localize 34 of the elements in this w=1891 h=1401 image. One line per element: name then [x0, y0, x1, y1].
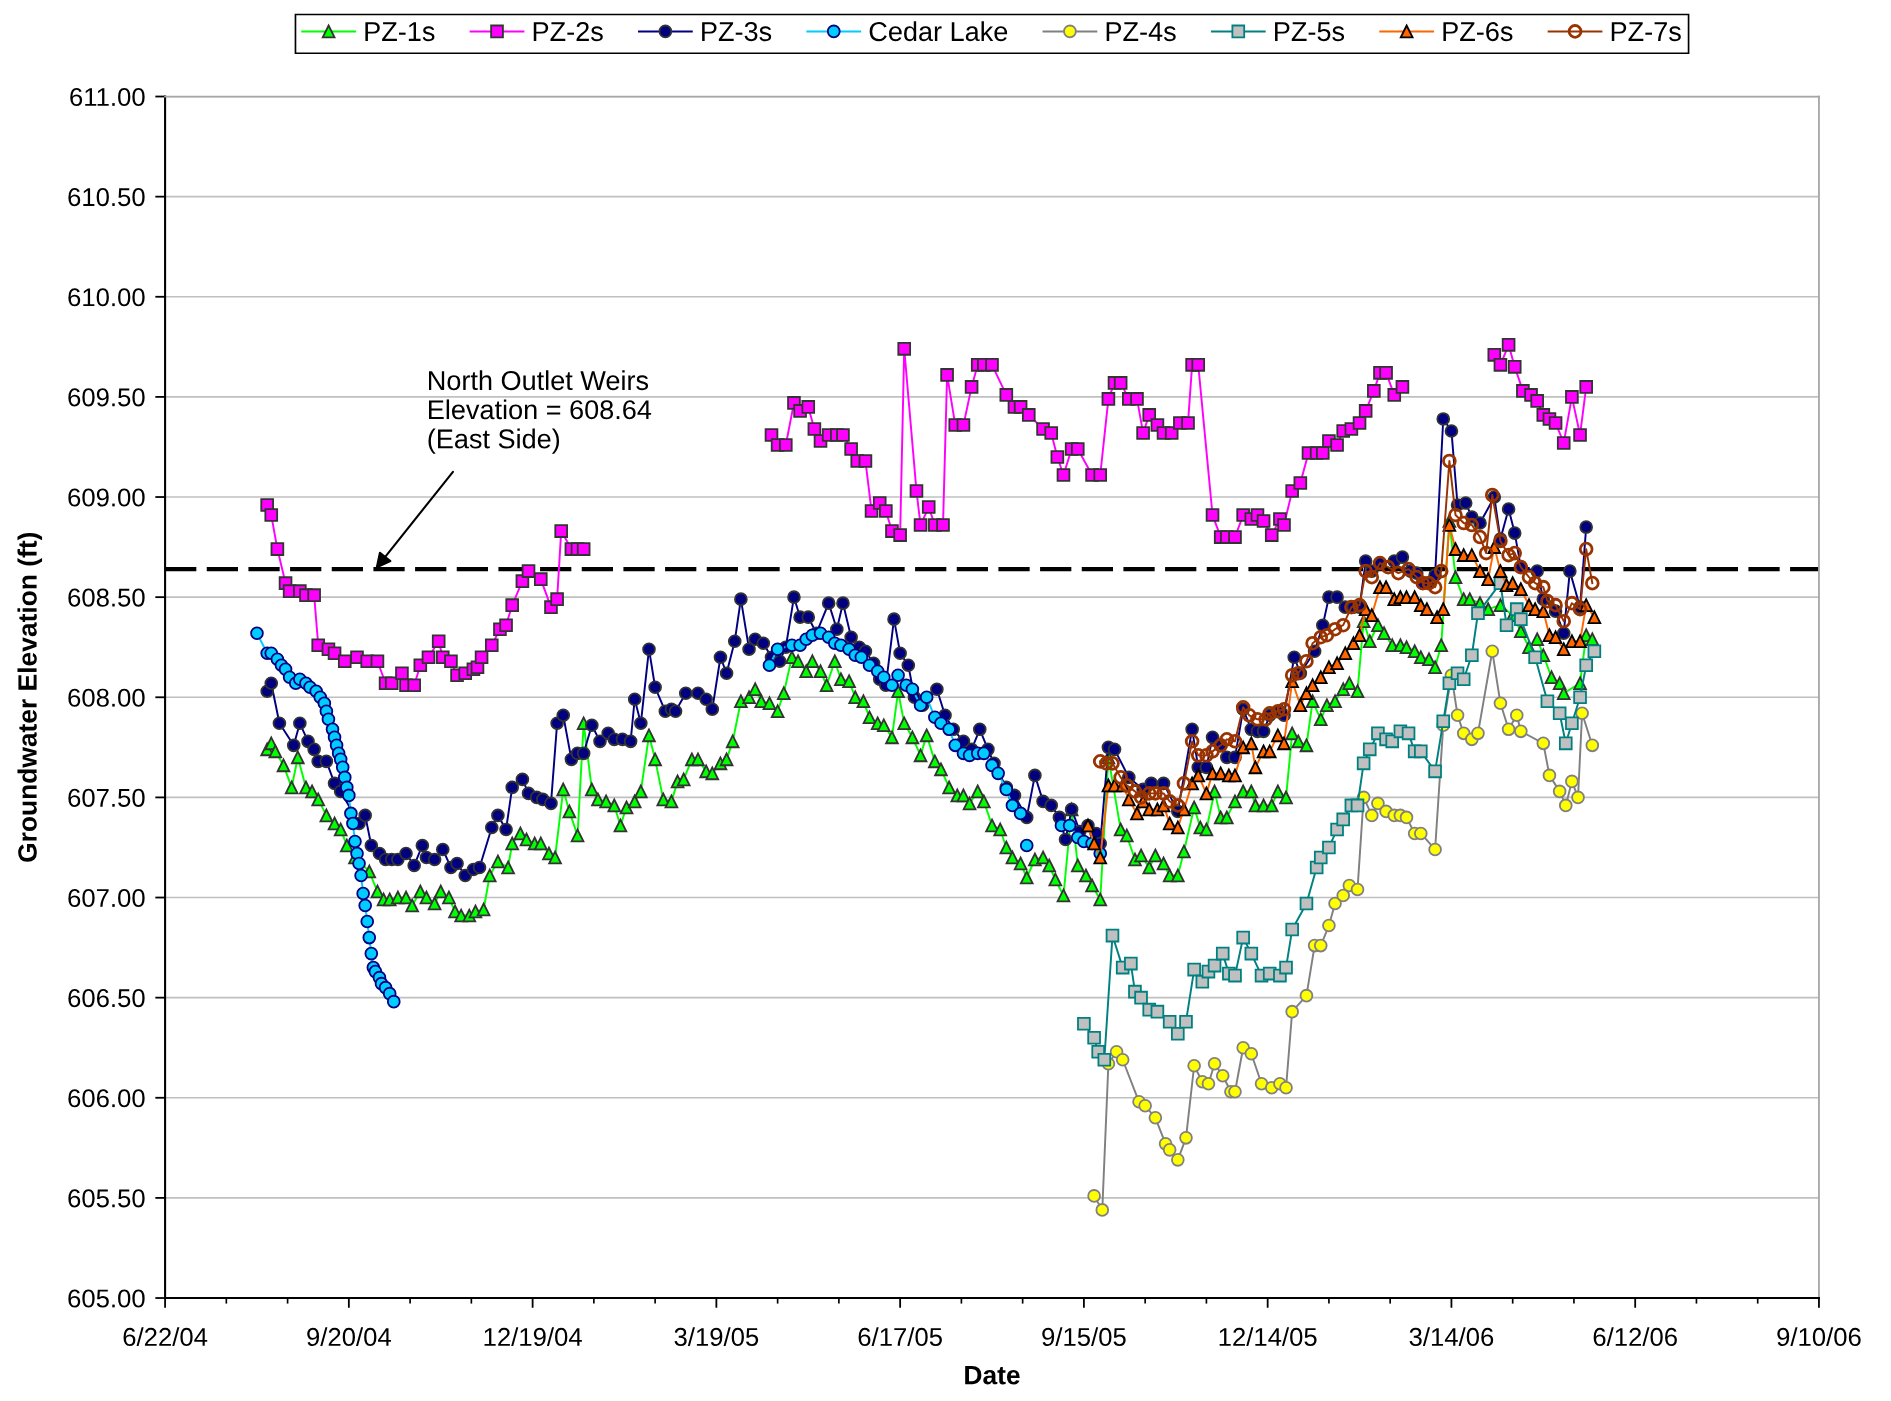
y-axis-title: Groundwater Elevation (ft): [17, 532, 43, 862]
y-tick-label: 608.00: [68, 688, 145, 707]
y-tick-label: 610.50: [68, 188, 145, 207]
legend-label: PZ-4s: [1106, 22, 1176, 42]
y-tick-label: 606.50: [68, 989, 145, 1008]
legend-label: PZ-2s: [533, 21, 603, 42]
legend-label: PZ-6s: [1443, 21, 1513, 42]
x-tick-label: 12/19/04: [484, 1327, 582, 1347]
x-tick-label: 3/19/05: [674, 1327, 759, 1347]
y-tick-label: 606.00: [68, 1089, 145, 1108]
x-tick-label: 9/10/06: [1777, 1327, 1861, 1347]
y-tick-label: 610.00: [68, 288, 145, 307]
legend-label: Cedar Lake: [869, 21, 1008, 42]
legend-label: PZ-1s: [365, 22, 435, 42]
legend-label: PZ-5s: [1275, 22, 1345, 42]
annotation: North Outlet Weirs Elevation = 608.64 (East Side): [428, 370, 652, 454]
x-tick-label: 3/14/06: [1409, 1327, 1494, 1347]
y-tick-label: 605.00: [68, 1289, 145, 1308]
x-tick-label: 6/22/04: [123, 1327, 208, 1347]
y-tick-label: 607.50: [68, 788, 145, 807]
x-axis-title: Date: [965, 1366, 1020, 1385]
legend-label: PZ-7s: [1611, 22, 1681, 42]
x-tick-label: 12/14/05: [1219, 1327, 1317, 1347]
x-tick-label: 6/17/05: [858, 1327, 942, 1347]
y-tick-label: 609.00: [68, 488, 145, 507]
x-tick-label: 6/12/06: [1593, 1327, 1677, 1347]
y-tick-label: 608.50: [68, 588, 145, 607]
x-tick-label: 9/20/04: [307, 1327, 391, 1347]
y-tick-label: 611.00: [70, 87, 145, 107]
legend-label: PZ-3s: [702, 21, 772, 42]
y-tick-label: 609.50: [68, 388, 145, 407]
x-tick-label: 9/15/05: [1042, 1327, 1126, 1347]
y-tick-label: 607.00: [68, 888, 145, 908]
y-tick-label: 605.50: [68, 1189, 145, 1208]
